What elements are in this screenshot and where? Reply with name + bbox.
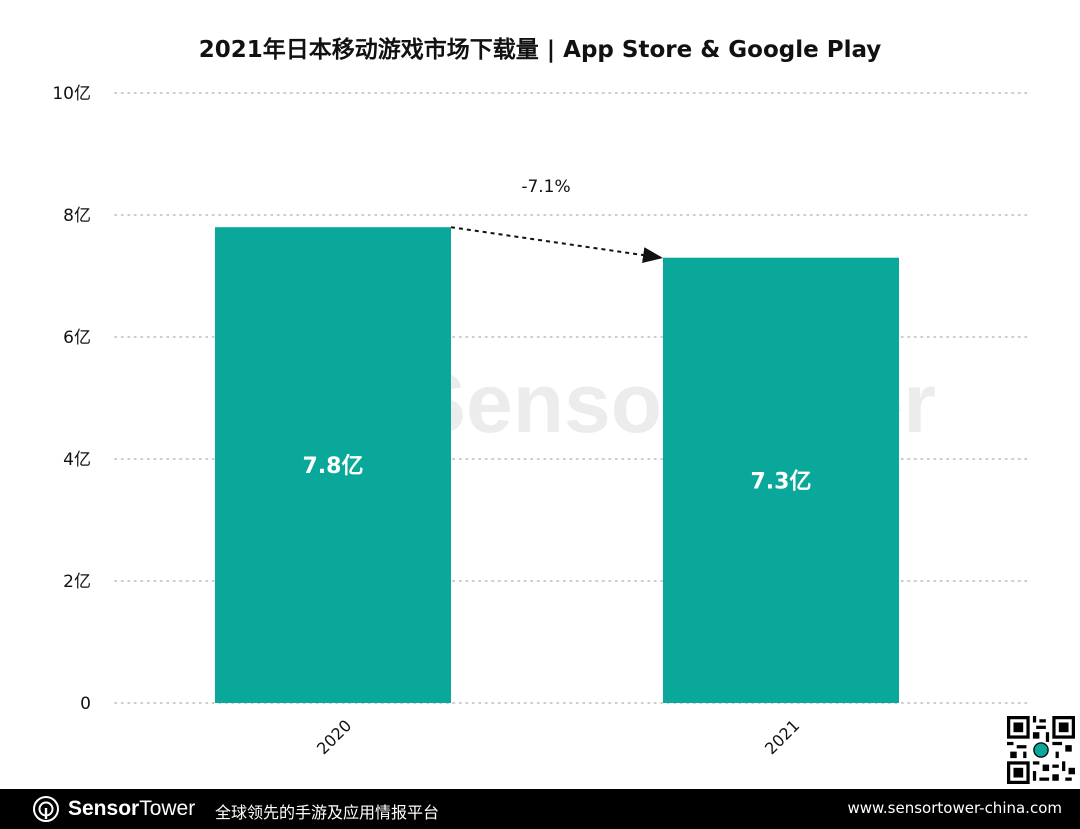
bar [215,227,451,703]
chart-title: 2021年日本移动游戏市场下载量 | App Store & Google Pl… [198,37,882,63]
x-tick-label: 2020 [313,716,355,758]
y-tick-label: 10亿 [52,84,91,104]
change-arrow [450,226,663,264]
bar-value-label: 7.8亿 [303,454,364,479]
footer-brand[interactable]: SensorTower [32,795,195,823]
y-tick-label: 0 [80,694,91,714]
y-tick-label: 6亿 [63,328,91,348]
brand-name: SensorTower [68,797,195,821]
brand-name-part2: Tower [139,797,196,820]
qr-code [1007,716,1075,784]
bar [663,257,899,703]
brand-name-part1: Sensor [68,797,140,820]
x-tick-label: 2021 [761,716,803,758]
bar-value-label: 7.3亿 [751,469,812,494]
y-tick-label: 4亿 [63,450,91,470]
footer-slogan: 全球领先的手游及应用情报平台 [215,803,440,822]
change-annotation: -7.1% [521,177,570,197]
footer-bar: SensorTower 全球领先的手游及应用情报平台 www.sensortow… [0,789,1080,829]
sensortower-logo-icon [33,796,59,822]
footer-url[interactable]: www.sensortower-china.com [847,799,1062,817]
y-tick-label: 8亿 [63,206,91,226]
y-tick-label: 2亿 [63,572,91,592]
